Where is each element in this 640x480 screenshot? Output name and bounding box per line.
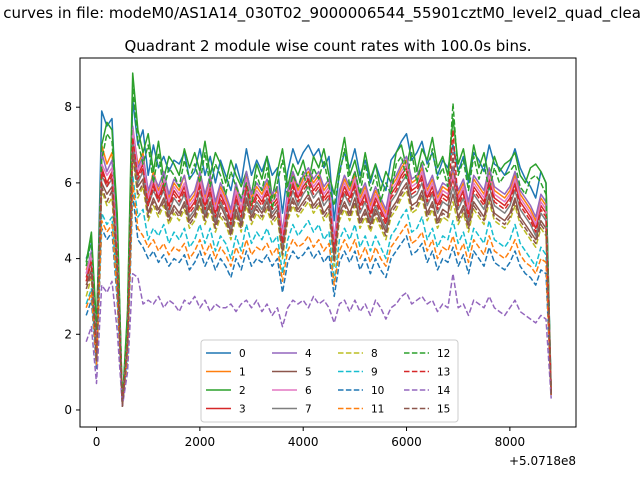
chart-title: Quadrant 2 module wise count rates with … [124,37,531,55]
series-line-14 [85,272,552,407]
legend-label-12: 12 [437,348,450,360]
series-line-8 [85,155,552,407]
x-tick-label: 8000 [495,435,526,449]
legend-label-9: 9 [371,367,378,379]
series-line-11 [85,182,552,407]
legend-label-0: 0 [239,348,246,360]
legend-label-8: 8 [371,348,378,360]
series-line-5 [85,148,552,407]
legend-label-7: 7 [305,404,312,416]
x-tick-label: 2000 [185,435,216,449]
legend-label-11: 11 [371,404,384,416]
legend-label-14: 14 [437,385,451,397]
series-layer [85,72,552,407]
series-line-4 [85,125,552,404]
x-tick-label: 4000 [288,435,319,449]
plot-frame [79,57,577,428]
series-line-10 [85,193,552,407]
tick-layer: 0 2000 4000 6000 8000 0 2 4 6 8 [64,100,525,449]
legend-label-13: 13 [437,367,450,379]
x-offset-label: +5.0718e8 [509,454,576,468]
y-tick-label: 8 [64,100,72,114]
legend-label-1: 1 [239,367,246,379]
series-line-15 [85,151,552,407]
y-tick-label: 2 [64,327,72,341]
legend-label-6: 6 [305,385,312,397]
legend-label-15: 15 [437,404,450,416]
y-tick-label: 0 [64,403,72,417]
legend-box [200,339,459,423]
figure-suptitle: Light curves in file: modeM0/AS1A14_030T… [0,4,640,28]
x-tick-label: 0 [93,435,101,449]
legend-label-5: 5 [305,367,312,379]
legend-label-10: 10 [371,385,384,397]
y-tick-label: 4 [64,252,72,266]
series-line-13 [85,129,552,407]
series-line-12 [85,87,552,404]
suptitle-text: Light curves in file: modeM0/AS1A14_030T… [0,4,640,22]
series-line-9 [85,174,552,407]
y-tick-label: 6 [64,176,72,190]
x-tick-label: 6000 [391,435,422,449]
legend-label-3: 3 [239,404,246,416]
legend-label-4: 4 [305,348,312,360]
legend-label-2: 2 [239,385,246,397]
series-line-0 [85,98,552,404]
